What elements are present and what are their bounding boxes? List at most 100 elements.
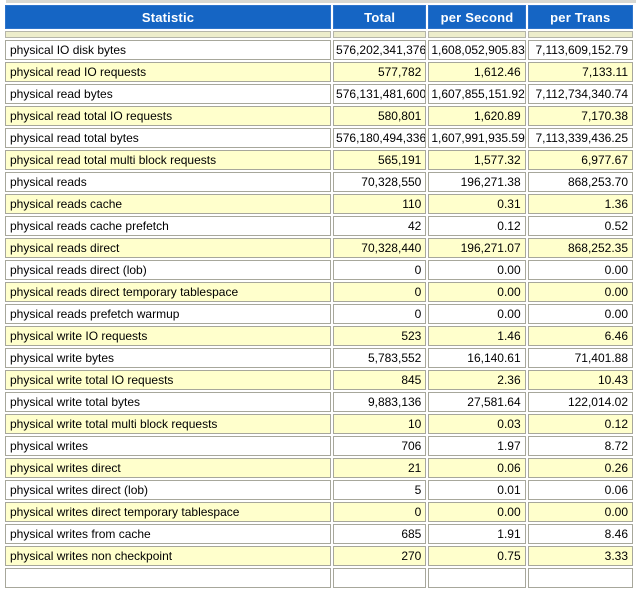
statistic-name-cell: physical write bytes xyxy=(5,348,332,368)
statistic-value-cell: 0 xyxy=(333,304,427,324)
col-header-total: Total xyxy=(333,5,427,29)
statistic-value-cell: 565,191 xyxy=(333,150,427,170)
statistic-value-cell: 577,782 xyxy=(333,62,427,82)
statistic-name-cell: physical reads direct xyxy=(5,238,332,258)
statistic-name-cell: physical writes from cache xyxy=(5,524,332,544)
statistic-value-cell: 21 xyxy=(333,458,427,478)
empty-cell xyxy=(333,568,427,588)
statistic-value-cell: 7,113,609,152.79 xyxy=(527,40,633,60)
statistic-value-cell: 0.00 xyxy=(428,304,526,324)
table-row: physical read total bytes 576,180,494,336… xyxy=(5,128,633,148)
statistic-value-cell: 2.36 xyxy=(428,370,526,390)
statistic-value-cell: 42 xyxy=(333,216,427,236)
statistic-value-cell: 1.97 xyxy=(428,436,526,456)
table-row: physical reads prefetch warmup 0 0.00 0.00 xyxy=(5,304,633,324)
statistic-name-cell: physical writes direct temporary tablesp… xyxy=(5,502,332,522)
statistic-value-cell: 1.91 xyxy=(428,524,526,544)
statistic-name-cell: physical read total IO requests xyxy=(5,106,332,126)
statistic-value-cell: 1.46 xyxy=(428,326,526,346)
statistic-value-cell: 0 xyxy=(333,282,427,302)
empty-cell xyxy=(428,568,526,588)
table-row: physical write total bytes 9,883,136 27,58… xyxy=(5,392,633,412)
statistic-value-cell: 122,014.02 xyxy=(527,392,633,412)
statistic-value-cell: 3.33 xyxy=(527,546,633,566)
statistic-value-cell: 1,607,855,151.92 xyxy=(428,84,526,104)
statistic-value-cell: 576,202,341,376 xyxy=(333,40,427,60)
statistic-value-cell: 71,401.88 xyxy=(527,348,633,368)
col-header-per-second: per Second xyxy=(428,5,526,29)
statistic-value-cell: 685 xyxy=(333,524,427,544)
col-header-per-trans: per Trans xyxy=(527,5,633,29)
header-row: Statistic Total per Second per Trans xyxy=(5,5,633,29)
statistic-value-cell: 1,577.32 xyxy=(428,150,526,170)
statistic-name-cell: physical read IO requests xyxy=(5,62,332,82)
statistic-name-cell: physical read bytes xyxy=(5,84,332,104)
statistic-value-cell: 0.12 xyxy=(527,414,633,434)
col-header-statistic: Statistic xyxy=(5,5,332,29)
statistic-value-cell: 1,608,052,905.83 xyxy=(428,40,526,60)
table-row: physical read total multi block requests… xyxy=(5,150,633,170)
statistic-value-cell: 6.46 xyxy=(527,326,633,346)
table-row: physical writes direct temporary tablesp… xyxy=(5,502,633,522)
statistic-name-cell: physical writes non checkpoint xyxy=(5,546,332,566)
empty-cell xyxy=(527,568,633,588)
table-row: physical reads direct 70,328,440 196,271.0… xyxy=(5,238,633,258)
statistic-value-cell: 8.72 xyxy=(527,436,633,456)
table-body: physical IO disk bytes 576,202,341,376 1,6… xyxy=(5,40,633,566)
table-row: physical read bytes 576,131,481,600 1,607,… xyxy=(5,84,633,104)
statistic-value-cell: 868,252.35 xyxy=(527,238,633,258)
table-row: physical writes from cache 685 1.91 8.46 xyxy=(5,524,633,544)
table-row: physical write bytes 5,783,552 16,140.61 71… xyxy=(5,348,633,368)
spacer-cell xyxy=(527,31,633,38)
partial-cutoff-row xyxy=(5,568,633,588)
statistic-name-cell: physical write total multi block request… xyxy=(5,414,332,434)
statistic-value-cell: 0.01 xyxy=(428,480,526,500)
statistic-value-cell: 576,180,494,336 xyxy=(333,128,427,148)
statistic-value-cell: 70,328,440 xyxy=(333,238,427,258)
spacer-row xyxy=(5,31,633,38)
statistic-value-cell: 1,620.89 xyxy=(428,106,526,126)
table-row: physical reads 70,328,550 196,271.38 868,25… xyxy=(5,172,633,192)
statistic-value-cell: 0.00 xyxy=(527,502,633,522)
statistic-value-cell: 0.12 xyxy=(428,216,526,236)
table-row: physical reads direct (lob) 0 0.00 0.00 xyxy=(5,260,633,280)
table-row: physical write total IO requests 845 2.36 1… xyxy=(5,370,633,390)
table-row: physical writes direct (lob) 5 0.01 0.06 xyxy=(5,480,633,500)
statistic-value-cell: 0.31 xyxy=(428,194,526,214)
statistic-value-cell: 5,783,552 xyxy=(333,348,427,368)
statistic-value-cell: 0.00 xyxy=(527,260,633,280)
statistic-value-cell: 10 xyxy=(333,414,427,434)
table-row: physical read total IO requests 580,801 1,… xyxy=(5,106,633,126)
statistic-name-cell: physical IO disk bytes xyxy=(5,40,332,60)
statistic-name-cell: physical writes xyxy=(5,436,332,456)
spacer-cell xyxy=(333,31,427,38)
statistic-value-cell: 576,131,481,600 xyxy=(333,84,427,104)
statistic-name-cell: physical read total bytes xyxy=(5,128,332,148)
statistic-name-cell: physical reads cache xyxy=(5,194,332,214)
statistic-name-cell: physical reads direct temporary tablespa… xyxy=(5,282,332,302)
table-row: physical writes direct 21 0.06 0.26 xyxy=(5,458,633,478)
statistic-name-cell: physical write IO requests xyxy=(5,326,332,346)
statistic-value-cell: 9,883,136 xyxy=(333,392,427,412)
statistic-value-cell: 196,271.38 xyxy=(428,172,526,192)
statistic-name-cell: physical write total IO requests xyxy=(5,370,332,390)
statistic-name-cell: physical reads xyxy=(5,172,332,192)
statistic-value-cell: 196,271.07 xyxy=(428,238,526,258)
statistic-name-cell: physical reads cache prefetch xyxy=(5,216,332,236)
table-row: physical reads cache prefetch 42 0.12 0.52 xyxy=(5,216,633,236)
statistic-value-cell: 0.00 xyxy=(428,502,526,522)
statistic-value-cell: 706 xyxy=(333,436,427,456)
top-crop-artifact xyxy=(6,0,636,3)
statistic-name-cell: physical reads prefetch warmup xyxy=(5,304,332,324)
statistic-value-cell: 0.75 xyxy=(428,546,526,566)
statistic-value-cell: 7,112,734,340.74 xyxy=(527,84,633,104)
statistic-name-cell: physical read total multi block requests xyxy=(5,150,332,170)
statistic-value-cell: 16,140.61 xyxy=(428,348,526,368)
instance-activity-stats-table: Statistic Total per Second per Trans phy… xyxy=(3,3,635,590)
statistic-value-cell: 0.00 xyxy=(428,260,526,280)
statistic-value-cell: 868,253.70 xyxy=(527,172,633,192)
statistic-value-cell: 5 xyxy=(333,480,427,500)
statistic-value-cell: 1,607,991,935.59 xyxy=(428,128,526,148)
statistic-value-cell: 6,977.67 xyxy=(527,150,633,170)
table-row: physical writes 706 1.97 8.72 xyxy=(5,436,633,456)
